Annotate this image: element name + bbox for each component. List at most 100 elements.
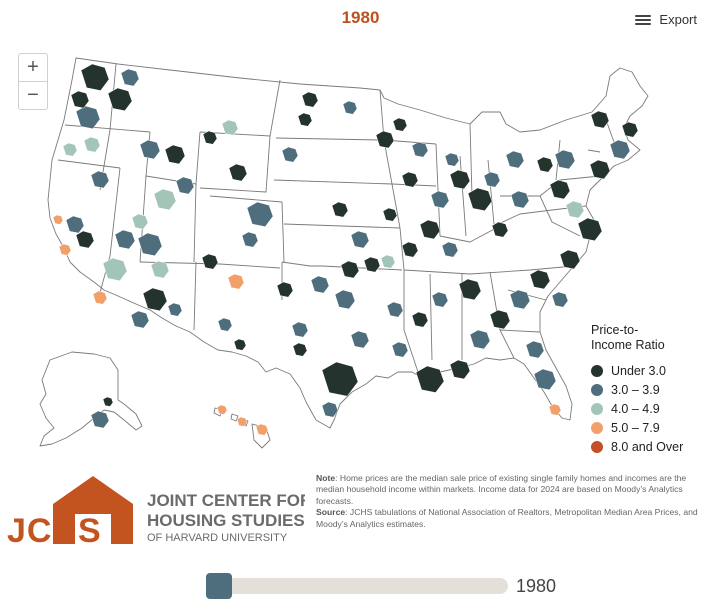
metro-area[interactable] bbox=[150, 260, 170, 279]
zoom-out-button[interactable]: − bbox=[19, 81, 47, 109]
metro-area[interactable] bbox=[331, 201, 349, 218]
metro-area[interactable] bbox=[75, 105, 101, 130]
metro-area[interactable] bbox=[102, 396, 114, 407]
metro-area[interactable] bbox=[102, 257, 128, 282]
metro-area[interactable] bbox=[411, 311, 429, 328]
metro-area[interactable] bbox=[58, 243, 72, 256]
metro-area[interactable] bbox=[609, 139, 631, 160]
metro-area[interactable] bbox=[621, 121, 639, 138]
metro-area[interactable] bbox=[164, 144, 186, 165]
metro-area[interactable] bbox=[559, 249, 581, 270]
metro-area[interactable] bbox=[281, 146, 299, 163]
metro-area[interactable] bbox=[120, 68, 140, 87]
metro-area[interactable] bbox=[246, 201, 274, 227]
year-slider-track[interactable] bbox=[218, 578, 508, 594]
metro-area[interactable] bbox=[321, 401, 339, 418]
metro-area[interactable] bbox=[483, 171, 501, 188]
metro-area[interactable] bbox=[62, 142, 78, 157]
metro-area[interactable] bbox=[510, 190, 530, 209]
legend-item[interactable]: Under 3.0 bbox=[591, 361, 683, 380]
metro-area[interactable] bbox=[467, 187, 493, 212]
metro-area[interactable] bbox=[529, 269, 551, 290]
metro-area[interactable] bbox=[458, 278, 482, 301]
metro-area[interactable] bbox=[565, 200, 585, 219]
metro-area[interactable] bbox=[449, 169, 471, 190]
legend-item[interactable]: 3.0 – 3.9 bbox=[591, 380, 683, 399]
metro-area[interactable] bbox=[489, 309, 511, 330]
metro-area[interactable] bbox=[153, 188, 177, 211]
metro-area[interactable] bbox=[375, 130, 395, 149]
metro-area[interactable] bbox=[139, 139, 161, 160]
metro-area[interactable] bbox=[551, 291, 569, 308]
metro-area[interactable] bbox=[430, 190, 450, 209]
metro-area[interactable] bbox=[310, 275, 330, 294]
metro-area[interactable] bbox=[491, 221, 509, 238]
metro-area[interactable] bbox=[363, 256, 381, 273]
metro-area[interactable] bbox=[401, 241, 419, 258]
metro-area[interactable] bbox=[221, 119, 239, 136]
metro-area[interactable] bbox=[525, 340, 545, 359]
metro-area[interactable] bbox=[505, 150, 525, 169]
metro-area[interactable] bbox=[590, 110, 610, 129]
metro-area[interactable] bbox=[382, 207, 398, 222]
metro-area[interactable] bbox=[350, 230, 370, 249]
metro-area[interactable] bbox=[217, 317, 233, 332]
metro-area[interactable] bbox=[114, 229, 136, 250]
metro-area[interactable] bbox=[350, 330, 370, 349]
metro-area[interactable] bbox=[536, 156, 554, 173]
metro-area[interactable] bbox=[291, 321, 309, 338]
metro-area[interactable] bbox=[202, 130, 218, 145]
metro-area[interactable] bbox=[549, 179, 571, 200]
metro-area[interactable] bbox=[469, 329, 491, 350]
year-slider-handle[interactable] bbox=[206, 573, 232, 599]
metro-area[interactable] bbox=[137, 232, 163, 257]
metro-area[interactable] bbox=[342, 100, 358, 115]
metro-area[interactable] bbox=[80, 63, 110, 91]
metro-area[interactable] bbox=[554, 149, 576, 170]
metro-area[interactable] bbox=[65, 215, 85, 234]
metro-area[interactable] bbox=[449, 359, 471, 380]
metro-area[interactable] bbox=[340, 260, 360, 279]
export-menu-button[interactable]: Export bbox=[635, 12, 697, 27]
metro-area[interactable] bbox=[130, 310, 150, 329]
metro-area[interactable] bbox=[415, 365, 445, 393]
metro-area[interactable] bbox=[391, 341, 409, 358]
metro-area[interactable] bbox=[431, 291, 449, 308]
metro-area[interactable] bbox=[227, 273, 245, 290]
legend-item[interactable]: 8.0 and Over bbox=[591, 437, 683, 456]
legend-item[interactable]: 4.0 – 4.9 bbox=[591, 399, 683, 418]
metro-area[interactable] bbox=[548, 403, 562, 416]
metro-area[interactable] bbox=[70, 90, 90, 109]
metro-area[interactable] bbox=[419, 219, 441, 240]
metro-area[interactable] bbox=[83, 136, 101, 153]
metro-area[interactable] bbox=[142, 287, 168, 312]
metro-area[interactable] bbox=[380, 254, 396, 269]
metro-area[interactable] bbox=[236, 416, 248, 427]
metro-area[interactable] bbox=[441, 241, 459, 258]
metro-area[interactable] bbox=[52, 214, 64, 225]
metro-area[interactable] bbox=[386, 301, 404, 318]
metro-area[interactable] bbox=[92, 290, 108, 305]
metro-area[interactable] bbox=[297, 112, 313, 127]
legend-item[interactable]: 5.0 – 7.9 bbox=[591, 418, 683, 437]
metro-area[interactable] bbox=[107, 87, 133, 112]
metro-area[interactable] bbox=[90, 170, 110, 189]
metro-area[interactable] bbox=[533, 368, 557, 391]
metro-area[interactable] bbox=[216, 404, 228, 415]
metro-area[interactable] bbox=[411, 141, 429, 158]
metro-area[interactable] bbox=[301, 91, 319, 108]
metro-area[interactable] bbox=[228, 163, 248, 182]
metro-area[interactable] bbox=[401, 171, 419, 188]
metro-area[interactable] bbox=[255, 423, 269, 436]
metro-area[interactable] bbox=[241, 231, 259, 248]
metro-area[interactable] bbox=[201, 253, 219, 270]
metro-area[interactable] bbox=[167, 302, 183, 317]
metro-area[interactable] bbox=[321, 361, 359, 397]
metro-area[interactable] bbox=[90, 410, 110, 429]
metro-area[interactable] bbox=[444, 152, 460, 167]
metro-area[interactable] bbox=[509, 289, 531, 310]
metro-area[interactable] bbox=[131, 213, 149, 230]
metro-area[interactable] bbox=[577, 217, 603, 242]
metro-area[interactable] bbox=[292, 342, 308, 357]
metro-area[interactable] bbox=[175, 176, 195, 195]
